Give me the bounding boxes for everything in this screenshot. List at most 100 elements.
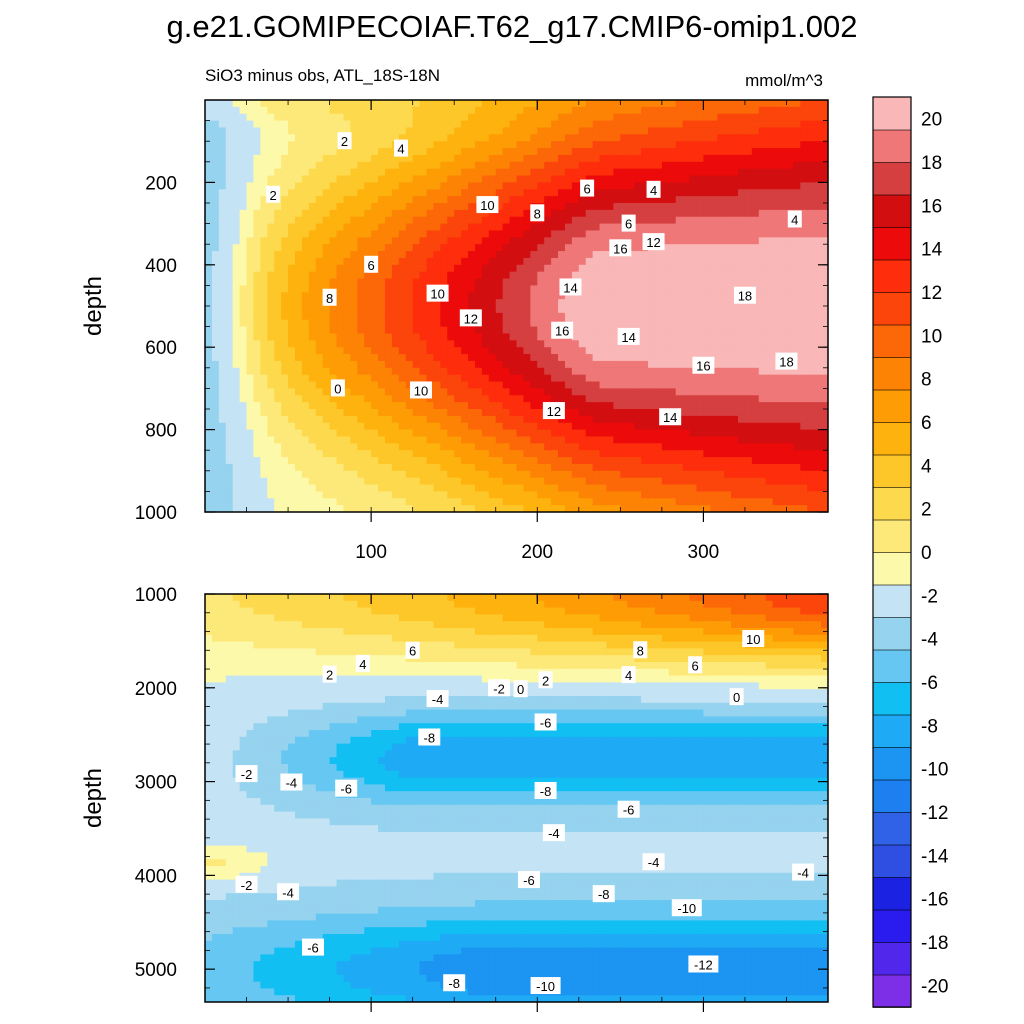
field-cell: [641, 100, 649, 108]
field-cell: [571, 271, 580, 280]
field-cell: [447, 470, 455, 479]
field-cell: [717, 175, 725, 183]
field-cell: [738, 443, 746, 451]
field-cell: [205, 127, 213, 135]
field-cell: [308, 360, 317, 369]
field-cell: [474, 402, 483, 410]
field-cell: [412, 422, 421, 431]
field-cell: [537, 285, 545, 293]
field-cell: [301, 319, 310, 328]
field-cell: [294, 340, 303, 348]
field-cell: [461, 484, 469, 492]
field-cell: [710, 395, 718, 403]
field-cell: [571, 306, 580, 314]
field-cell: [578, 271, 587, 280]
field-cell: [232, 237, 241, 245]
field-cell: [260, 354, 268, 362]
field-cell: [530, 161, 538, 170]
field-cell: [516, 422, 525, 431]
field-cell: [343, 168, 351, 177]
field-cell: [371, 223, 379, 232]
field-cell: [758, 292, 767, 300]
field-cell: [211, 367, 220, 376]
field-cell: [772, 367, 781, 376]
field-cell: [246, 505, 255, 512]
field-cell: [641, 251, 649, 259]
field-cell: [350, 175, 358, 183]
field-cell: [343, 367, 351, 376]
field-cell: [308, 333, 317, 341]
field-cell: [274, 374, 282, 383]
field-cell: [668, 161, 677, 170]
field-cell: [253, 209, 261, 218]
field-cell: [551, 436, 559, 444]
field-cell: [391, 106, 400, 115]
field-cell: [384, 120, 393, 129]
field-cell: [447, 113, 455, 122]
field-cell: [765, 257, 774, 266]
field-cell: [288, 306, 296, 314]
field-cell: [578, 244, 587, 252]
field-cell: [509, 450, 518, 458]
field-cell: [751, 484, 760, 492]
field-cell: [474, 326, 483, 335]
field-cell: [260, 374, 268, 383]
field-cell: [537, 457, 545, 465]
field-cell: [225, 436, 234, 444]
field-cell: [481, 285, 490, 293]
field-cell: [232, 312, 241, 321]
field-cell: [668, 209, 677, 218]
field-cell: [205, 415, 213, 424]
field-cell: [267, 415, 275, 424]
field-cell: [281, 381, 289, 389]
field-cell: [751, 422, 760, 431]
field-cell: [315, 299, 324, 307]
field-cell: [675, 463, 684, 472]
field-cell: [260, 333, 268, 341]
field-cell: [495, 429, 504, 438]
field-cell: [585, 120, 594, 129]
field-cell: [218, 257, 227, 266]
field-cell: [696, 244, 704, 252]
field-cell: [364, 436, 372, 444]
field-cell: [648, 319, 656, 328]
field-cell: [364, 299, 372, 307]
field-cell: [274, 271, 282, 280]
field-cell: [675, 106, 684, 115]
field-cell: [502, 498, 511, 506]
field-cell: [668, 251, 677, 259]
field-cell: [329, 422, 338, 431]
field-cell: [523, 319, 531, 328]
field-cell: [627, 367, 635, 376]
field-cell: [281, 347, 289, 355]
field-cell: [239, 292, 248, 300]
field-cell: [301, 388, 310, 396]
field-cell: [696, 333, 704, 341]
field-cell: [281, 292, 289, 300]
field-cell: [481, 251, 490, 259]
field-cell: [301, 436, 310, 444]
field-cell: [758, 168, 767, 177]
field-cell: [551, 244, 559, 252]
field-cell: [488, 340, 497, 348]
field-cell: [315, 237, 324, 245]
field-cell: [661, 429, 670, 438]
field-cell: [537, 127, 545, 135]
field-cell: [654, 299, 663, 307]
field-cell: [371, 491, 379, 499]
field-cell: [440, 505, 448, 512]
field-cell: [267, 388, 275, 396]
field-cell: [405, 429, 414, 438]
field-cell: [336, 319, 345, 328]
field-cell: [509, 113, 518, 122]
field-cell: [606, 422, 615, 431]
field-cell: [717, 230, 725, 238]
field-cell: [634, 354, 642, 362]
field-cell: [772, 168, 781, 177]
field-cell: [267, 127, 275, 135]
field-cell: [675, 367, 684, 376]
field-cell: [627, 491, 635, 499]
field-cell: [585, 223, 594, 232]
field-cell: [205, 244, 213, 252]
field-cell: [426, 141, 435, 149]
